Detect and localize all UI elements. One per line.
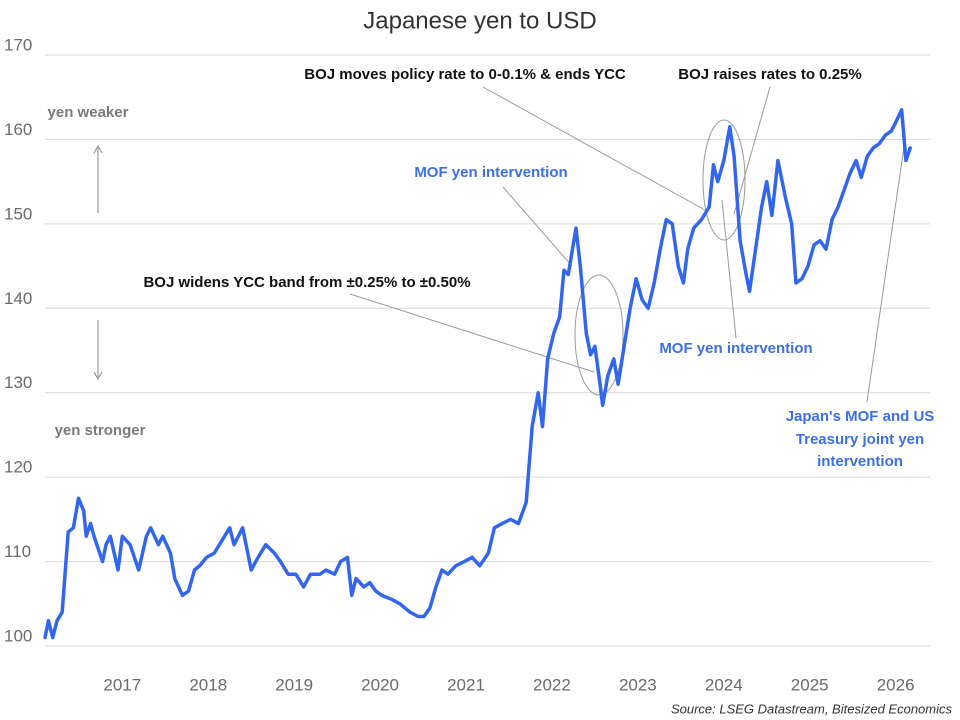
x-tick-label: 2021 (447, 675, 485, 694)
leader-line (866, 139, 906, 403)
x-tick-label: 2020 (361, 675, 399, 694)
y-tick-label: 120 (4, 458, 32, 477)
leader-line (721, 199, 737, 339)
annotation: intervention (817, 453, 903, 470)
x-tick-label: 2019 (275, 675, 313, 694)
x-tick-label: 2017 (103, 675, 141, 694)
y-tick-label: 160 (4, 120, 32, 139)
decorations (93, 86, 906, 403)
x-tick-label: 2018 (189, 675, 227, 694)
side-label: yen stronger (55, 422, 146, 439)
leader-line (733, 86, 771, 215)
highlight-ellipse (574, 274, 624, 396)
x-tick-label: 2025 (791, 675, 829, 694)
x-tick-label: 2022 (533, 675, 571, 694)
arrow-head (93, 371, 103, 381)
highlight-ellipse (702, 119, 746, 241)
y-tick-label: 100 (4, 626, 32, 645)
y-tick-label: 150 (4, 204, 32, 223)
annotation: BOJ moves policy rate to 0-0.1% & ends Y… (304, 66, 626, 83)
annotation: BOJ widens YCC band from ±0.25% to ±0.50… (143, 274, 470, 291)
annotation: Treasury joint yen (796, 431, 924, 448)
y-tick-label: 130 (4, 373, 32, 392)
x-tick-label: 2023 (619, 675, 657, 694)
chart-title: Japanese yen to USD (363, 7, 596, 34)
y-tick-label: 110 (4, 542, 31, 561)
annotation: MOF yen intervention (414, 164, 567, 181)
annotation: BOJ raises rates to 0.25% (678, 66, 861, 83)
source: Source: LSEG Datastream, Bitesized Econo… (671, 701, 953, 716)
leader-line (349, 293, 595, 373)
y-tick-label: 140 (4, 289, 32, 308)
y-tick-label: 170 (4, 35, 32, 54)
x-tick-label: 2026 (877, 675, 915, 694)
leader-line (482, 86, 706, 211)
annotation: Japan's MOF and US (786, 408, 935, 425)
x-tick-label: 2024 (705, 675, 743, 694)
price-line (43, 108, 912, 640)
annotation: MOF yen intervention (659, 340, 812, 357)
side-label: yen weaker (48, 104, 129, 121)
leader-line (502, 186, 573, 267)
arrow-head (93, 144, 103, 154)
